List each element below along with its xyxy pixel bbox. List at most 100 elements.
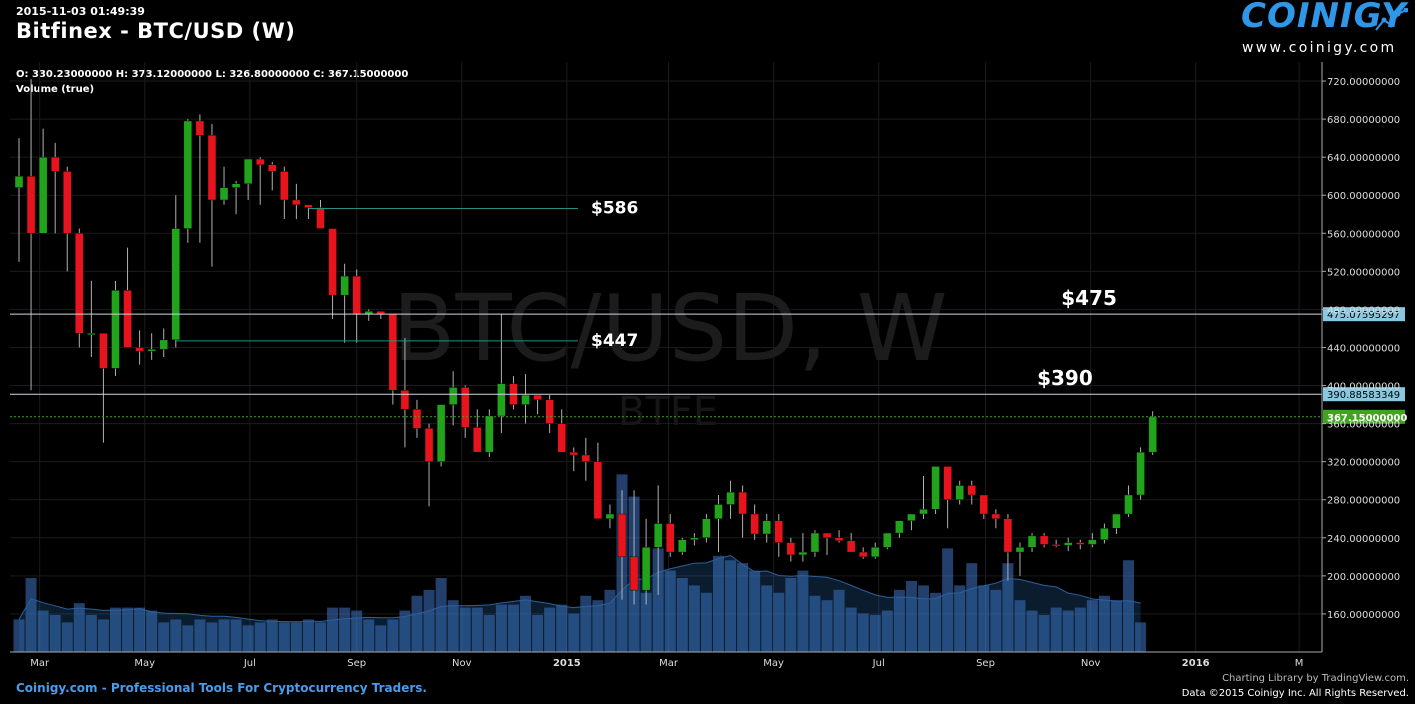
candle-body	[943, 466, 952, 500]
volume-bar	[170, 619, 182, 652]
credit-library[interactable]: Charting Library by TradingView.com.	[1222, 673, 1409, 684]
candle-body	[388, 313, 398, 391]
time-tick-label: Sep	[347, 658, 366, 669]
price-axis[interactable]: 160.00000000 200.00000000 240.00000000 280.…	[1321, 62, 1400, 652]
candle-body	[919, 509, 928, 515]
volume-bar	[230, 619, 242, 652]
ohlc-readout: O: 330.23000000 H: 373.12000000 L: 326.8…	[16, 69, 409, 80]
volume-bar	[483, 615, 495, 652]
candle-body	[316, 207, 325, 229]
candle-body	[846, 540, 856, 553]
volume-bar	[568, 613, 580, 652]
price-tick-label: 400.00000000	[1327, 382, 1400, 393]
price-tick-label: 560.00000000	[1327, 229, 1400, 240]
price-tick-label: 480.00000000	[1327, 305, 1400, 316]
time-tick-label: May	[134, 658, 155, 669]
candle-body	[931, 466, 940, 510]
candle-body	[859, 551, 868, 558]
support-label: $447	[591, 331, 638, 351]
candle-body	[1088, 539, 1097, 545]
price-tick-label: 280.00000000	[1327, 496, 1400, 507]
time-axis[interactable]: Mar May Jul Sep Nov 2015 Mar May Jul Sep Nov 2016 M	[10, 651, 1322, 669]
time-tick-label: M	[1295, 658, 1304, 669]
candle-body	[497, 383, 506, 417]
watermark: BTC/USD, W BTFE	[392, 275, 947, 435]
candle-body	[557, 423, 566, 453]
candle-body	[268, 164, 277, 172]
volume-bar	[278, 622, 290, 652]
candle-body	[171, 228, 180, 341]
volume-bar	[85, 615, 97, 652]
volume-bar	[881, 610, 893, 652]
candle-body	[605, 513, 615, 519]
time-tick-label: 2015	[553, 658, 581, 669]
candle-body	[1027, 535, 1037, 548]
candle-body	[195, 120, 205, 136]
volume-bar	[604, 589, 616, 652]
time-tick-label: May	[763, 658, 784, 669]
volume-bar	[37, 610, 49, 652]
volume-bar	[580, 595, 592, 652]
watermark-sub: BTFE	[618, 389, 718, 435]
candle-body	[569, 451, 578, 456]
volume-bar	[73, 603, 85, 652]
candle-body	[280, 171, 289, 201]
price-marker-label: 475.07595297	[1327, 310, 1400, 321]
candle-body	[400, 390, 410, 410]
volume-bar	[459, 607, 471, 652]
volume-bar	[411, 595, 423, 652]
volume-bar	[845, 607, 857, 652]
volume-bar	[1086, 600, 1098, 652]
candle-body	[256, 158, 265, 165]
support-label: $586	[591, 199, 638, 219]
volume-bar	[918, 585, 929, 652]
candle-body	[750, 513, 759, 535]
volume-bar	[809, 595, 821, 652]
candle-body	[219, 187, 229, 201]
candle-body	[653, 523, 663, 548]
price-marker	[1323, 307, 1405, 322]
price-tick-label: 360.00000000	[1327, 420, 1400, 431]
price-tick-label: 720.00000000	[1327, 77, 1400, 88]
volume-bar	[302, 619, 314, 652]
candle-body	[99, 333, 108, 369]
volume-bar	[399, 610, 411, 652]
volume-bar	[592, 600, 604, 652]
volume-bar	[146, 610, 158, 652]
coinigy-logo[interactable]: COINIGY www.coinigy.com	[1238, 0, 1410, 58]
time-tick-label: Mar	[30, 658, 50, 669]
candle-body	[26, 175, 36, 234]
volume-bar	[664, 570, 676, 652]
time-tick-label: Nov	[452, 658, 472, 669]
candle-body	[231, 183, 241, 188]
candle-body	[38, 156, 48, 234]
candle-body	[1064, 542, 1073, 546]
volume-bar	[435, 578, 447, 652]
candle-body	[979, 494, 988, 515]
candle-body	[436, 404, 446, 462]
price-marker-label: 390.88583349	[1327, 390, 1400, 401]
credit-data: Data ©2015 Coinigy Inc. All Rights Reser…	[1181, 688, 1409, 699]
current-price-label: 367.15000000	[1327, 413, 1407, 424]
time-tick-label: 2016	[1182, 658, 1210, 669]
volume-bar	[97, 619, 109, 652]
volume-bar	[869, 615, 881, 652]
volume-bar	[218, 619, 230, 652]
volume-ma-line	[18, 554, 1141, 623]
candle-body	[629, 556, 639, 591]
candle-body	[666, 523, 675, 553]
time-tick-label: Mar	[659, 658, 679, 669]
footer-tagline[interactable]: Coinigy.com - Professional Tools For Cry…	[16, 681, 427, 695]
candle-body	[702, 518, 711, 539]
volume-bar	[495, 604, 507, 652]
candle-body	[87, 333, 96, 335]
resistance-label: $390	[1037, 366, 1093, 390]
candle-body	[641, 547, 651, 591]
volume-bar	[773, 592, 785, 652]
volume-bar	[797, 570, 809, 652]
candle-body	[907, 513, 916, 521]
candle-body	[1015, 547, 1025, 553]
price-tick-label: 440.00000000	[1327, 343, 1400, 354]
time-tick-label: Nov	[1081, 658, 1101, 669]
